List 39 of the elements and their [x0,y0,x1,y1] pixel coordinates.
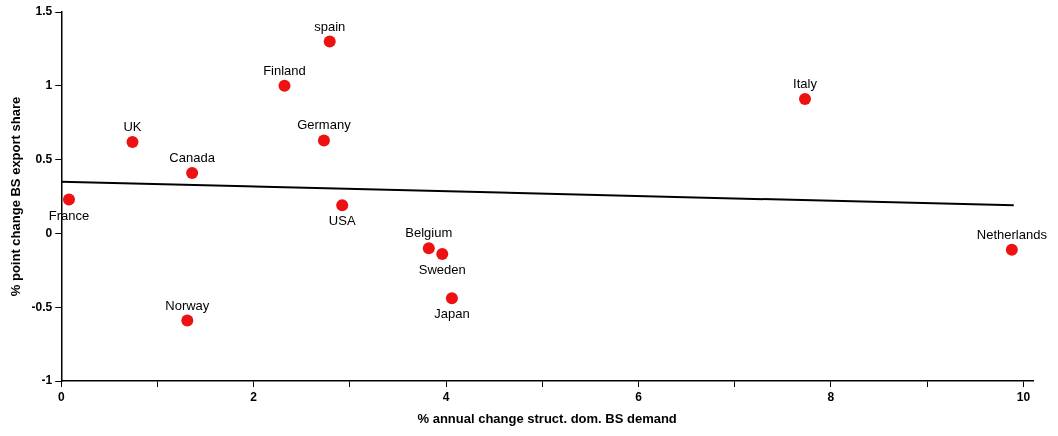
x-axis-title: % annual change struct. dom. BS demand [417,410,677,426]
point [317,134,330,147]
point [422,242,435,255]
point [336,199,349,212]
y-tick-label: -0.5 [31,299,53,314]
y-tick-label: -1 [41,373,53,388]
annotation: Germany [297,117,352,133]
annotation: UK [123,118,142,134]
y-tick-label: 0.5 [35,151,53,166]
x-tick-label: 4 [442,389,450,404]
annotation: spain [314,18,346,34]
annotation: Norway [165,297,210,313]
annotation: USA [328,213,356,229]
x-tick-label: 8 [827,389,835,404]
x-tick-label: 6 [635,389,643,404]
y-tick-label: 0 [45,225,53,240]
y-axis-title: % point change BS export share [8,96,24,297]
annotation: Netherlands [976,226,1048,242]
point [436,248,449,261]
x-tick-label: 0 [57,389,65,404]
annotation: Sweden [418,262,466,278]
point [62,193,75,206]
point [798,93,811,106]
y-tick-label: 1.5 [35,4,53,19]
annotation: Finland [263,62,306,78]
annotation: Belgium [405,225,453,241]
point [323,35,336,48]
y-tick-label: 1 [45,78,53,93]
point [126,135,139,148]
point [186,166,199,179]
point [445,292,458,305]
point [278,79,291,92]
point [1005,243,1018,256]
x-tick-label: 2 [250,389,258,404]
annotation: Canada [169,149,216,165]
x-tick-label: 10 [1016,389,1031,404]
annotation: Japan [434,306,470,322]
annotation: Italy [793,76,818,92]
point [181,314,194,327]
